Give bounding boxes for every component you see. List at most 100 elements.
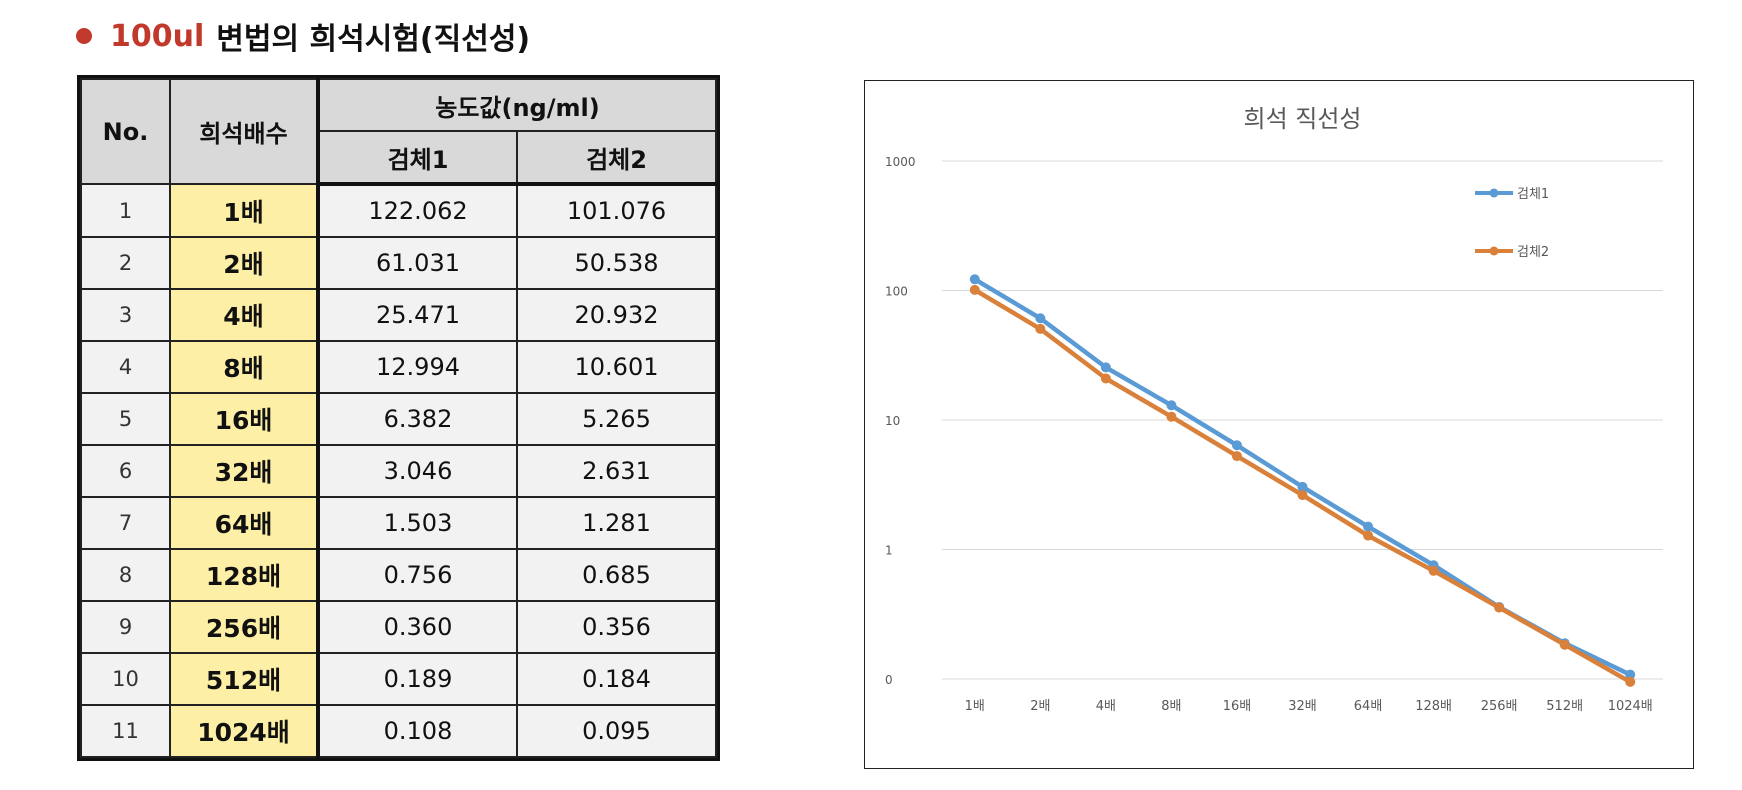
data-point [1100,373,1111,384]
cell-sample1: 25.471 [317,288,518,342]
table-row: 9 256배 0.360 0.356 [80,600,717,654]
cell-dilution: 256배 [169,600,320,654]
data-point [1231,440,1242,451]
table-row: 11 1024배 0.108 0.095 [80,704,717,758]
data-point [1166,411,1177,422]
cell-sample1: 0.360 [317,600,518,654]
page-title: 100ul 변법의 희석시험(직선성) [76,14,530,58]
title-highlight: 100ul [110,18,205,54]
cell-dilution: 1024배 [169,704,320,758]
x-tick-label: 128배 [1415,699,1452,714]
cell-sample2: 0.095 [516,704,717,758]
cell-sample1: 1.503 [317,496,518,550]
cell-no: 2 [80,236,171,290]
table-row: 2 2배 61.031 50.538 [80,236,717,290]
title-text: 변법의 희석시험(직선성) [216,22,531,57]
x-tick-label: 1배 [965,699,985,714]
chart-title: 희석 직선성 [1243,105,1361,133]
x-tick-label: 512배 [1546,699,1583,714]
cell-sample2: 0.184 [516,652,717,706]
chart-panel: 희석 직선성 1000 100 10 1 0 1배 2배 4배 8배 16배 32배 64배 128배 25… [864,80,1694,769]
cell-dilution: 512배 [169,652,320,706]
cell-sample1: 122.062 [317,183,518,238]
cell-dilution: 64배 [169,496,320,550]
x-tick-label: 64배 [1354,699,1383,714]
cell-dilution: 16배 [169,392,320,446]
cell-dilution: 32배 [169,444,320,498]
cell-sample1: 12.994 [317,340,518,394]
cell-dilution: 128배 [169,548,320,602]
y-tick-label: 10 [885,414,900,428]
cell-no: 11 [80,704,171,758]
y-tick-label: 0 [885,673,893,687]
data-point [1297,490,1308,501]
data-point [1494,602,1505,613]
series-line-1 [972,277,1633,677]
cell-sample2: 0.685 [516,548,717,602]
x-tick-label: 16배 [1223,699,1252,714]
cell-sample2: 10.601 [516,340,717,394]
cell-sample2: 1.281 [516,496,717,550]
data-point [1625,669,1636,680]
data-point [1363,521,1374,532]
table-row: 8 128배 0.756 0.685 [80,548,717,602]
header-sample1: 검체1 [317,130,518,186]
cell-no: 5 [80,392,171,446]
data-point [1100,362,1111,373]
cell-sample1: 6.382 [317,392,518,446]
table-row: 10 512배 0.189 0.184 [80,652,717,706]
x-tick-label: 1024배 [1608,699,1653,714]
legend-label: 검체2 [1517,245,1549,260]
data-point [1559,639,1570,650]
table-row: 4 8배 12.994 10.601 [80,340,717,394]
legend-marker [1489,188,1499,198]
table-row: 3 4배 25.471 20.932 [80,288,717,342]
table-row: 1 1배 122.062 101.076 [80,183,717,238]
cell-no: 1 [80,183,171,238]
cell-no: 4 [80,340,171,394]
cell-dilution: 2배 [169,236,320,290]
bullet-icon [76,28,92,44]
cell-no: 9 [80,600,171,654]
data-point [969,284,980,295]
table-row: 6 32배 3.046 2.631 [80,444,717,498]
cell-no: 7 [80,496,171,550]
header-dilution: 희석배수 [169,78,320,185]
data-point [1363,530,1374,541]
y-tick-label: 1 [885,544,893,558]
header-concentration: 농도값(ng/ml) [317,78,717,132]
data-point [1297,481,1308,492]
header-no: No. [80,78,171,185]
cell-sample2: 5.265 [516,392,717,446]
cell-sample1: 0.108 [317,704,518,758]
x-tick-label: 4배 [1096,699,1116,714]
data-point [1428,565,1439,576]
table-row: 5 16배 6.382 5.265 [80,392,717,446]
data-point [1231,451,1242,462]
cell-sample1: 0.189 [317,652,518,706]
cell-dilution: 1배 [169,183,320,238]
cell-sample2: 50.538 [516,236,717,290]
cell-no: 3 [80,288,171,342]
header-sample2: 검체2 [516,130,717,186]
data-point [1625,676,1636,687]
cell-dilution: 4배 [169,288,320,342]
cell-sample1: 0.756 [317,548,518,602]
cell-no: 6 [80,444,171,498]
cell-sample2: 0.356 [516,600,717,654]
cell-sample1: 3.046 [317,444,518,498]
cell-sample2: 20.932 [516,288,717,342]
y-tick-label: 1000 [885,155,916,169]
cell-sample2: 2.631 [516,444,717,498]
dilution-table: No. 희석배수 농도값(ng/ml) 검체1 검체2 1 1배 122.062 10… [77,75,720,761]
x-tick-label: 256배 [1481,699,1518,714]
data-point [969,274,980,285]
data-point [1166,400,1177,411]
table-row: 7 64배 1.503 1.281 [80,496,717,550]
x-tick-label: 2배 [1030,699,1050,714]
data-point [1035,313,1046,324]
y-tick-label: 100 [885,285,908,299]
x-tick-label: 8배 [1161,699,1181,714]
data-point [1035,323,1046,334]
